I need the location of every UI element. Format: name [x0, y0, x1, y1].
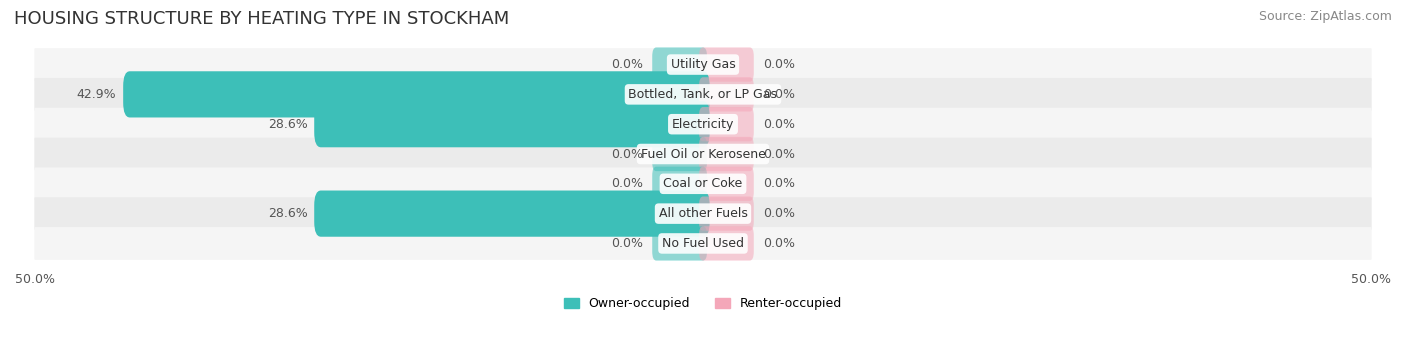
Text: 0.0%: 0.0%	[610, 237, 643, 250]
FancyBboxPatch shape	[699, 226, 754, 260]
FancyBboxPatch shape	[652, 137, 707, 171]
Text: 28.6%: 28.6%	[267, 207, 308, 220]
FancyBboxPatch shape	[699, 107, 754, 141]
Text: Coal or Coke: Coal or Coke	[664, 177, 742, 190]
FancyBboxPatch shape	[699, 77, 754, 112]
Text: 0.0%: 0.0%	[763, 177, 796, 190]
Text: 0.0%: 0.0%	[610, 58, 643, 71]
FancyBboxPatch shape	[34, 108, 1372, 140]
FancyBboxPatch shape	[34, 48, 1372, 81]
FancyBboxPatch shape	[34, 78, 1372, 111]
Text: Bottled, Tank, or LP Gas: Bottled, Tank, or LP Gas	[628, 88, 778, 101]
Text: 0.0%: 0.0%	[610, 148, 643, 160]
Text: 42.9%: 42.9%	[77, 88, 117, 101]
FancyBboxPatch shape	[652, 47, 707, 82]
FancyBboxPatch shape	[652, 167, 707, 201]
FancyBboxPatch shape	[314, 101, 710, 147]
Text: 0.0%: 0.0%	[763, 58, 796, 71]
FancyBboxPatch shape	[34, 138, 1372, 170]
FancyBboxPatch shape	[34, 197, 1372, 230]
FancyBboxPatch shape	[652, 226, 707, 260]
Text: 28.6%: 28.6%	[267, 118, 308, 131]
Legend: Owner-occupied, Renter-occupied: Owner-occupied, Renter-occupied	[558, 292, 848, 316]
Text: HOUSING STRUCTURE BY HEATING TYPE IN STOCKHAM: HOUSING STRUCTURE BY HEATING TYPE IN STO…	[14, 10, 509, 28]
Text: 0.0%: 0.0%	[763, 88, 796, 101]
FancyBboxPatch shape	[34, 167, 1372, 200]
FancyBboxPatch shape	[124, 71, 710, 118]
FancyBboxPatch shape	[34, 227, 1372, 260]
Text: No Fuel Used: No Fuel Used	[662, 237, 744, 250]
FancyBboxPatch shape	[699, 137, 754, 171]
Text: 0.0%: 0.0%	[763, 237, 796, 250]
Text: Electricity: Electricity	[672, 118, 734, 131]
FancyBboxPatch shape	[699, 167, 754, 201]
Text: 0.0%: 0.0%	[763, 118, 796, 131]
Text: All other Fuels: All other Fuels	[658, 207, 748, 220]
FancyBboxPatch shape	[699, 47, 754, 82]
Text: 0.0%: 0.0%	[763, 148, 796, 160]
Text: 0.0%: 0.0%	[763, 207, 796, 220]
FancyBboxPatch shape	[699, 197, 754, 231]
Text: Fuel Oil or Kerosene: Fuel Oil or Kerosene	[641, 148, 765, 160]
Text: Utility Gas: Utility Gas	[671, 58, 735, 71]
FancyBboxPatch shape	[314, 190, 710, 237]
Text: Source: ZipAtlas.com: Source: ZipAtlas.com	[1258, 10, 1392, 23]
Text: 0.0%: 0.0%	[610, 177, 643, 190]
